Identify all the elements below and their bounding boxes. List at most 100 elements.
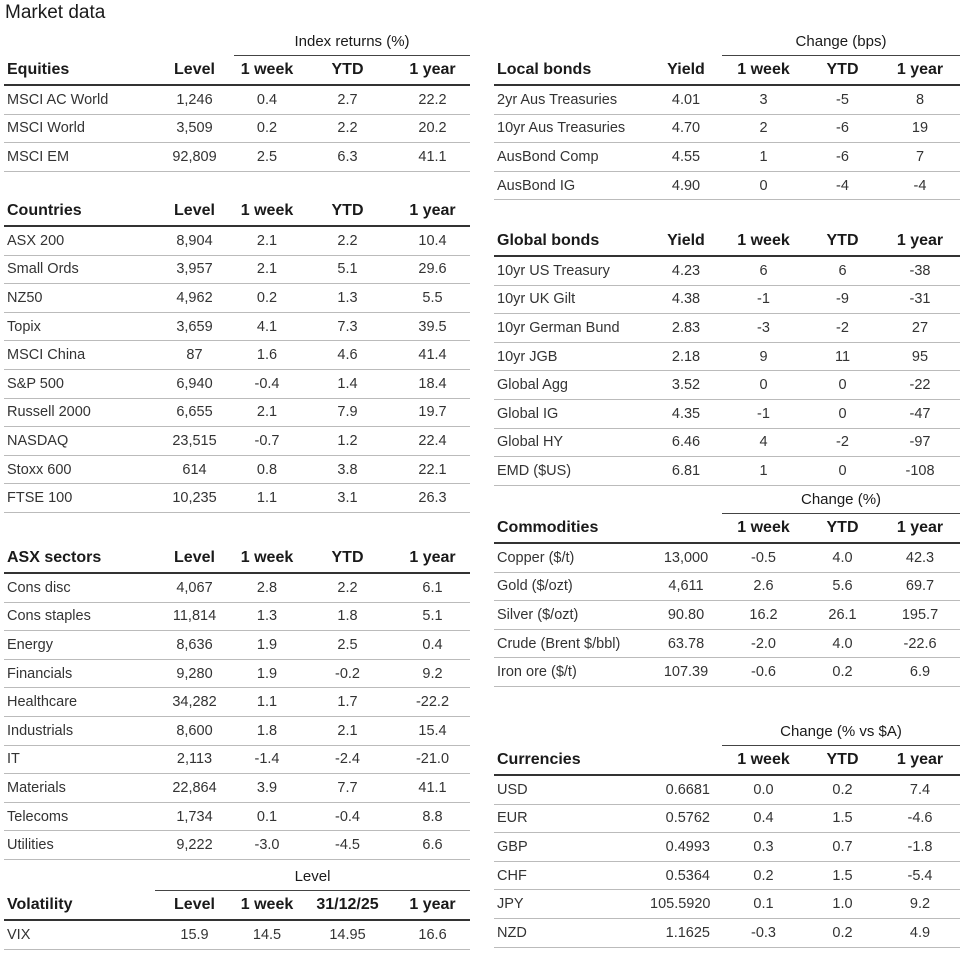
- spacer: [650, 717, 722, 746]
- spacer: [4, 27, 155, 56]
- data-row: 10yr UK Gilt 4.38 -1 -9 -31: [494, 285, 960, 315]
- cell: -1: [722, 399, 805, 429]
- row-label: NASDAQ: [4, 426, 155, 456]
- row-label: 10yr UK Gilt: [494, 285, 650, 315]
- row-label: AusBond Comp: [494, 142, 650, 172]
- column-header: 1 week: [234, 197, 300, 227]
- column-header: 1 year: [880, 227, 960, 257]
- column-header-empty: [650, 745, 722, 776]
- cell: 22.2: [395, 85, 471, 115]
- cell: 27: [880, 313, 960, 343]
- data-row: NZ50 4,962 0.2 1.3 5.5: [4, 283, 470, 313]
- cell: 4.9: [880, 918, 960, 948]
- row-label: ASX 200: [4, 226, 155, 256]
- cell: 5.5: [395, 283, 470, 313]
- cell: 1.2: [300, 426, 395, 456]
- column-header: 1 week: [234, 890, 300, 921]
- cell: 95: [880, 342, 960, 372]
- cell: 8,904: [155, 226, 234, 256]
- data-row: CHF 0.5364 0.2 1.5 -5.4: [494, 861, 960, 891]
- column-header: YTD: [300, 197, 395, 227]
- column-header: 1 year: [395, 55, 471, 86]
- cell: 1.4: [300, 369, 395, 399]
- cell: 4: [722, 428, 805, 458]
- header-row: Commodities 1 week YTD 1 year: [494, 513, 961, 544]
- data-row: ASX 200 8,904 2.1 2.2 10.4: [4, 226, 470, 256]
- data-row: IT 2,113 -1.4 -2.4 -21.0: [4, 745, 470, 775]
- data-row: NZD 1.1625 -0.3 0.2 4.9: [494, 918, 960, 948]
- cell: 7.3: [300, 312, 395, 342]
- cell: 14.5: [234, 920, 300, 950]
- cell: 2.83: [650, 313, 722, 343]
- column-header-empty: [650, 513, 722, 544]
- cell: 2: [722, 114, 805, 144]
- cell: 6.9: [880, 657, 961, 687]
- cell: 6.81: [650, 456, 722, 486]
- data-row: GBP 0.4993 0.3 0.7 -1.8: [494, 832, 960, 862]
- cell: -108: [880, 456, 960, 486]
- cell: 2.1: [234, 226, 300, 256]
- group-header-row: Index returns (%): [4, 27, 471, 56]
- column-header: Yield: [650, 55, 722, 86]
- cell: 1.8: [234, 716, 300, 746]
- data-table: Global bonds Yield 1 week YTD 1 year 10yr US …: [494, 227, 960, 486]
- cell: -3.0: [234, 830, 300, 860]
- row-label: VIX: [4, 920, 155, 950]
- cell: 3: [722, 85, 805, 115]
- cell: -4.5: [300, 830, 395, 860]
- cell: -47: [880, 399, 960, 429]
- cell: -4.6: [880, 804, 960, 834]
- cell: -0.6: [722, 657, 805, 687]
- data-row: AusBond Comp 4.55 1 -6 7: [494, 142, 960, 172]
- cell: -0.5: [722, 543, 805, 573]
- column-header: 1 year: [395, 197, 470, 227]
- data-row: MSCI AC World 1,246 0.4 2.7 22.2: [4, 85, 471, 115]
- cell: -0.4: [234, 369, 300, 399]
- data-row: Iron ore ($/t) 107.39 -0.6 0.2 6.9: [494, 657, 961, 687]
- row-label: Financials: [4, 659, 155, 689]
- cell: 18.4: [395, 369, 470, 399]
- row-label: IT: [4, 745, 155, 775]
- group-header: Level: [155, 862, 471, 891]
- page-title: Market data: [5, 2, 106, 23]
- cell: 1,734: [155, 802, 234, 832]
- cell: 2.5: [300, 630, 395, 660]
- column-header: 1 year: [395, 890, 471, 921]
- cell: -0.2: [300, 659, 395, 689]
- header-row: Volatility Level 1 week 31/12/25 1 year: [4, 890, 471, 921]
- cell: 3.8: [300, 455, 395, 485]
- data-row: MSCI EM 92,809 2.5 6.3 41.1: [4, 142, 471, 172]
- row-label: Energy: [4, 630, 155, 660]
- cell: 1.0: [805, 889, 880, 919]
- column-header: 1 year: [880, 513, 961, 544]
- cell: 107.39: [650, 657, 722, 687]
- cell: 1.7: [300, 687, 395, 717]
- column-header: Global bonds: [494, 227, 650, 257]
- row-label: Global HY: [494, 428, 650, 458]
- cell: 19: [880, 114, 960, 144]
- cell: -2: [805, 428, 880, 458]
- cell: 1.9: [234, 659, 300, 689]
- cell: 1.3: [234, 602, 300, 632]
- cell: 16.2: [722, 600, 805, 630]
- cell: 41.4: [395, 340, 470, 370]
- cell: 0.2: [234, 114, 300, 144]
- spacer: [650, 27, 722, 56]
- cell: 41.1: [395, 142, 471, 172]
- cell: 26.3: [395, 483, 470, 513]
- data-row: Industrials 8,600 1.8 2.1 15.4: [4, 716, 470, 746]
- cell: 4.1: [234, 312, 300, 342]
- cell: 0: [805, 370, 880, 400]
- cell: -0.4: [300, 802, 395, 832]
- data-row: NASDAQ 23,515 -0.7 1.2 22.4: [4, 426, 470, 456]
- cell: 63.78: [650, 629, 722, 659]
- cell: 2.1: [234, 255, 300, 285]
- countries-table: Countries Level 1 week YTD 1 year ASX 200 8,90…: [4, 197, 470, 513]
- cell: 0.2: [722, 861, 805, 891]
- cell: 29.6: [395, 255, 470, 285]
- cell: 4.23: [650, 256, 722, 286]
- cell: -6: [805, 142, 880, 172]
- column-header: 1 week: [234, 544, 300, 574]
- data-table: Level Volatility Level 1 week 31/12/25 1 year…: [4, 862, 471, 950]
- data-row: Small Ords 3,957 2.1 5.1 29.6: [4, 255, 470, 285]
